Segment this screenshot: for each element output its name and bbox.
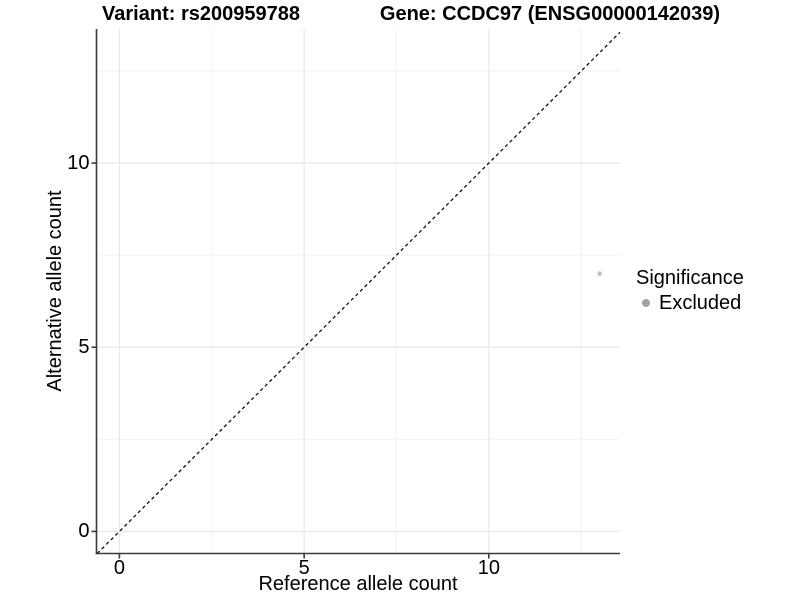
data-point xyxy=(597,271,602,276)
legend-title: Significance xyxy=(636,267,744,289)
y-axis-title: Alternative allele count xyxy=(44,190,66,392)
x-tick-label: 0 xyxy=(113,557,125,579)
y-tick-label: 5 xyxy=(78,336,90,359)
plot-title-gene: Gene: CCDC97 (ENSG00000142039) xyxy=(379,3,721,25)
legend-entry-label: Excluded xyxy=(659,292,742,314)
identity-line-dashed xyxy=(96,31,621,554)
legend: Significance Excluded xyxy=(636,266,744,315)
y-tick-label: 10 xyxy=(67,152,90,175)
plot-title-variant: Variant: rs200959788 xyxy=(102,3,300,25)
x-tick-label: 10 xyxy=(477,557,500,579)
x-tick-label: 5 xyxy=(298,557,310,579)
legend-key-circle-icon xyxy=(642,299,650,307)
legend-entry-excluded: Excluded xyxy=(636,291,744,315)
y-tick-label: 0 xyxy=(78,520,90,543)
x-axis-title: Reference allele count xyxy=(258,573,458,595)
